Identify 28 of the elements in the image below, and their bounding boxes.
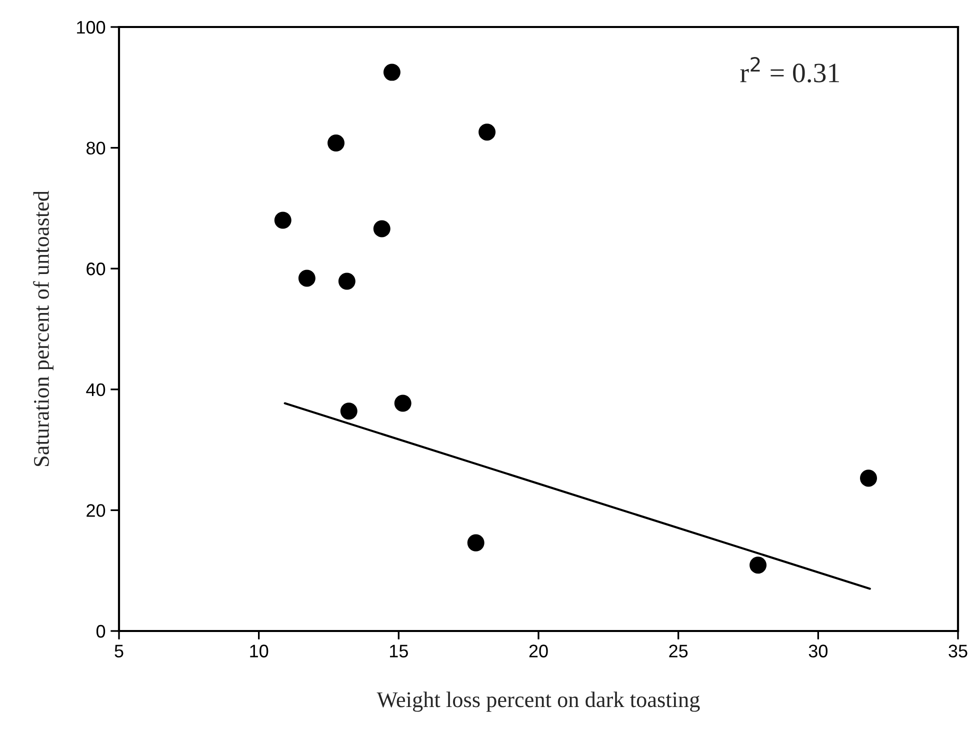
y-tick-label: 100: [77, 20, 106, 34]
point: [750, 556, 767, 574]
y-tick-label: 20: [86, 504, 106, 517]
x-tick-label: 10: [250, 644, 268, 658]
point: [383, 64, 400, 81]
point: [328, 134, 345, 152]
y-tick-label: 80: [86, 142, 106, 155]
annotation: r$^{2}$ = 0.31: [740, 57, 839, 83]
y-axis-title: Saturation percent of untoasted: [33, 190, 54, 466]
point: [478, 124, 496, 141]
x-tick-label: 15: [390, 644, 408, 658]
y-tick-label: 0: [96, 624, 106, 638]
point: [298, 270, 316, 287]
x-axis-title: Weight loss percent on dark toasting: [376, 692, 700, 712]
point: [274, 212, 292, 229]
x-tick-label: 35: [948, 644, 968, 658]
x-tick-label: 20: [529, 644, 548, 658]
point: [338, 272, 356, 290]
x-tick-label: 5: [114, 644, 124, 658]
x-tick-label: 25: [669, 644, 688, 658]
point: [394, 394, 412, 412]
y-tick-label: 40: [86, 383, 106, 396]
y-tick-label: 60: [86, 262, 106, 276]
x-tick-label: 30: [808, 644, 828, 658]
point: [340, 402, 358, 420]
point: [467, 534, 484, 552]
point: [373, 220, 390, 238]
point: [860, 470, 878, 487]
